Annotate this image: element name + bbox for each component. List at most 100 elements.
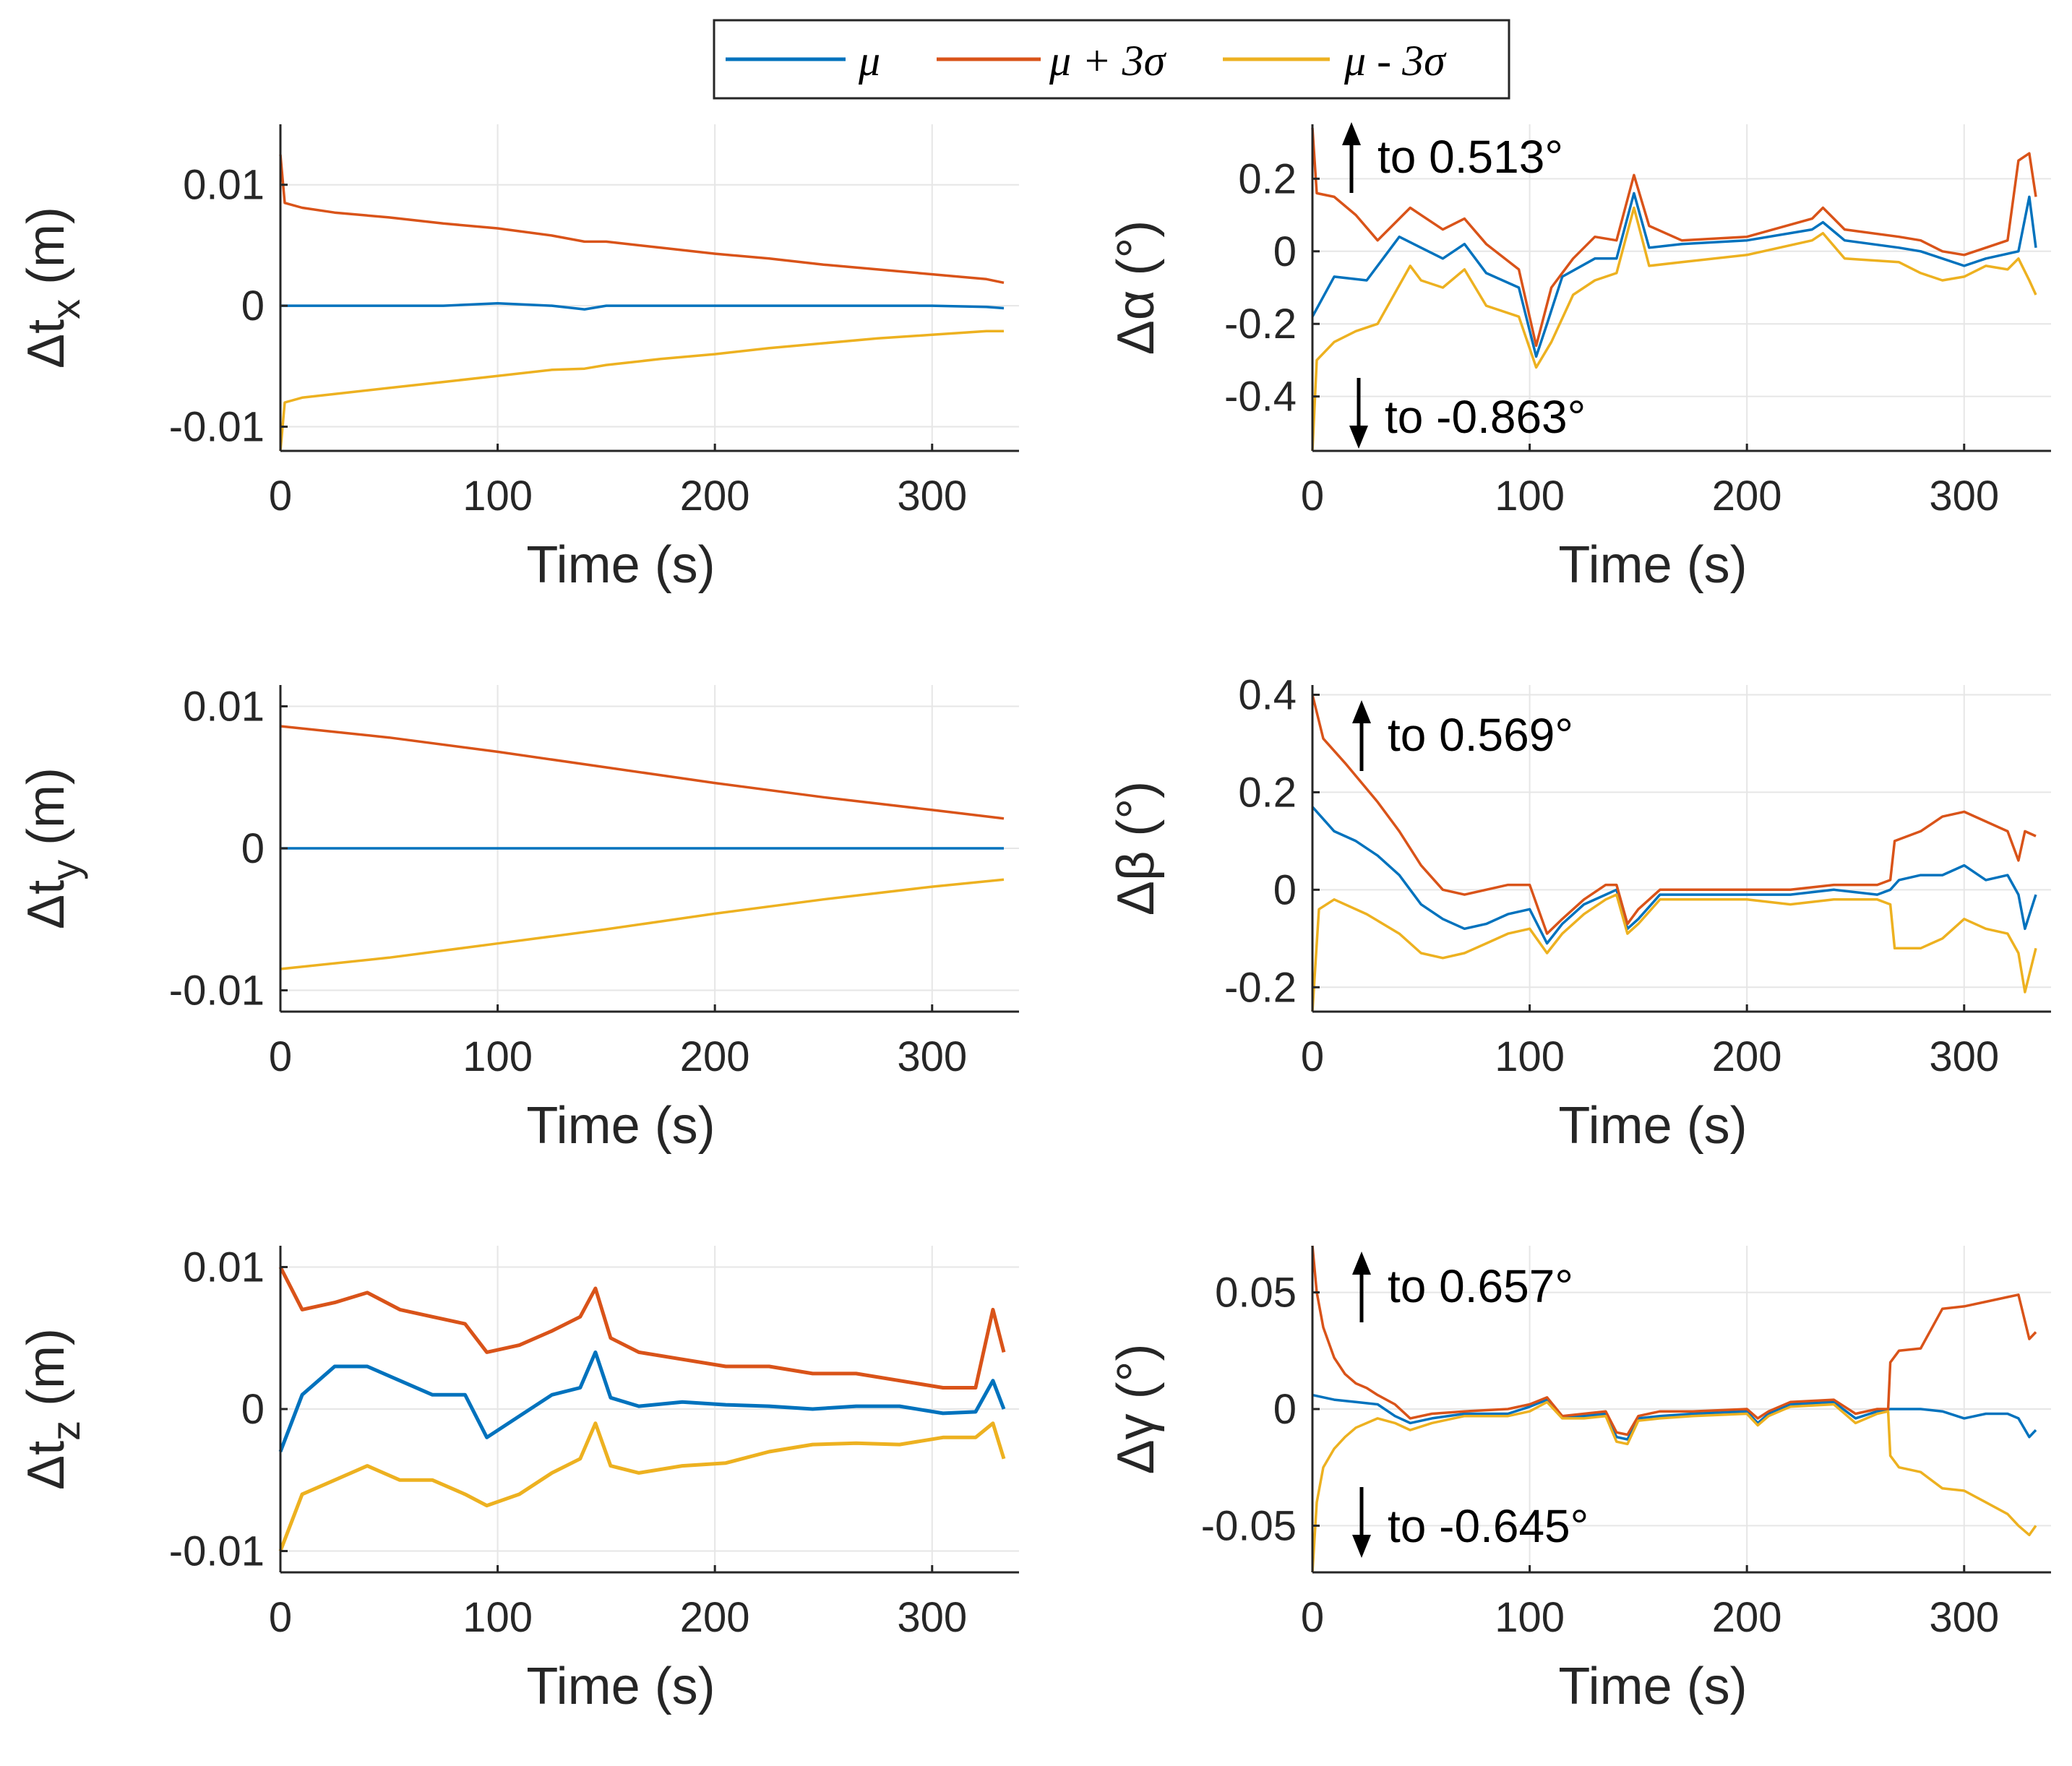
y-tick-label: -0.01 bbox=[169, 404, 265, 451]
series-line-mu-plus-3sigma bbox=[280, 725, 1005, 820]
series-line-mu bbox=[278, 1350, 1006, 1452]
x-axis-label: Time (s) bbox=[1558, 1658, 1747, 1715]
annotation-text: to 0.657° bbox=[1388, 1260, 1573, 1312]
annotation-up: to 0.569° bbox=[1352, 700, 1573, 771]
y-tick-label: 0.2 bbox=[1238, 155, 1297, 202]
series-line-mu-plus-3sigma bbox=[278, 1266, 1006, 1390]
annotation-text: to 0.569° bbox=[1388, 709, 1573, 761]
x-tick-label: 200 bbox=[1712, 473, 1782, 520]
series-line-mu bbox=[1312, 1393, 2037, 1441]
series-line-mu-minus-3sigma bbox=[280, 878, 1005, 970]
x-tick-label: 300 bbox=[897, 473, 967, 520]
legend-label-mu-minus: μ - 3σ bbox=[1344, 37, 1447, 85]
y-axis-label: Δty (m) bbox=[17, 767, 88, 929]
x-tick-label: 0 bbox=[269, 1594, 292, 1641]
y-tick-label: 0 bbox=[1273, 228, 1297, 275]
x-tick-label: 0 bbox=[269, 1033, 292, 1080]
x-axis-label: Time (s) bbox=[526, 1097, 715, 1155]
annotation-up: to 0.513° bbox=[1342, 122, 1563, 193]
series-line-mu-minus-3sigma bbox=[1311, 893, 2037, 1012]
x-tick-label: 0 bbox=[269, 473, 292, 520]
x-tick-label: 0 bbox=[1301, 1033, 1324, 1080]
annotation-text: to -0.645° bbox=[1388, 1500, 1589, 1552]
x-tick-label: 0 bbox=[1301, 1594, 1324, 1641]
series-line-mu-minus-3sigma bbox=[278, 1421, 1006, 1552]
y-tick-label: -0.2 bbox=[1224, 964, 1297, 1011]
x-tick-label: 300 bbox=[1929, 1594, 1999, 1641]
x-tick-label: 100 bbox=[1495, 1594, 1565, 1641]
x-tick-label: 200 bbox=[680, 1594, 750, 1641]
series-line-mu bbox=[1311, 806, 2037, 945]
x-tick-label: 200 bbox=[680, 1033, 750, 1080]
y-tick-label: 0.01 bbox=[183, 1244, 265, 1291]
arrow-head bbox=[1352, 700, 1371, 723]
arrow-head bbox=[1352, 1535, 1371, 1558]
x-tick-label: 100 bbox=[463, 473, 533, 520]
x-tick-label: 100 bbox=[1495, 473, 1565, 520]
arrow-head bbox=[1349, 426, 1368, 449]
y-tick-label: 0 bbox=[241, 283, 265, 329]
y-tick-label: 0.4 bbox=[1238, 671, 1297, 718]
y-tick-label: -0.2 bbox=[1224, 301, 1297, 348]
y-axis-label: Δα (°) bbox=[1107, 220, 1165, 355]
annotation-up: to 0.657° bbox=[1352, 1252, 1573, 1322]
y-tick-label: -0.4 bbox=[1224, 374, 1297, 421]
y-axis-label: Δtz (m) bbox=[17, 1328, 88, 1490]
x-tick-label: 200 bbox=[1712, 1033, 1782, 1080]
x-tick-label: 200 bbox=[1712, 1594, 1782, 1641]
legend-box bbox=[713, 19, 1510, 100]
annotation-text: to -0.863° bbox=[1385, 391, 1586, 443]
legend-label-mu-plus: μ + 3σ bbox=[1049, 37, 1167, 85]
x-tick-label: 100 bbox=[463, 1594, 533, 1641]
x-tick-label: 300 bbox=[1929, 1033, 1999, 1080]
x-axis-label: Time (s) bbox=[1558, 1097, 1747, 1155]
y-tick-label: 0.05 bbox=[1215, 1270, 1297, 1317]
y-tick-label: 0 bbox=[241, 1386, 265, 1433]
x-axis-label: Time (s) bbox=[526, 1658, 715, 1715]
y-tick-label: 0.2 bbox=[1238, 769, 1297, 816]
arrow-head bbox=[1342, 122, 1361, 145]
x-axis-label: Time (s) bbox=[1558, 536, 1747, 594]
y-tick-label: -0.01 bbox=[169, 968, 265, 1015]
y-tick-label: 0 bbox=[1273, 1386, 1297, 1433]
y-axis-label: Δβ (°) bbox=[1107, 781, 1165, 916]
x-tick-label: 300 bbox=[1929, 473, 1999, 520]
y-tick-label: 0.01 bbox=[183, 683, 265, 730]
x-tick-label: 300 bbox=[897, 1033, 967, 1080]
series-line-mu bbox=[280, 302, 1005, 311]
y-tick-label: -0.05 bbox=[1201, 1502, 1297, 1549]
legend-label-mu: μ bbox=[858, 37, 880, 85]
y-tick-label: -0.01 bbox=[169, 1528, 265, 1575]
annotation-down: to -0.645° bbox=[1352, 1487, 1589, 1558]
series-line-mu bbox=[1311, 191, 2037, 358]
x-axis-label: Time (s) bbox=[526, 536, 715, 594]
series-line-mu-minus-3sigma bbox=[1311, 1400, 2037, 1573]
y-axis-label: Δtx (m) bbox=[17, 207, 88, 369]
series-line-mu-plus-3sigma bbox=[1311, 127, 2037, 348]
x-tick-label: 100 bbox=[463, 1033, 533, 1080]
chart-panel-alpha: 0 100 200 300 -0.4 -0.2 0 0.2 Time (s) Δα (°) to 0… bbox=[1107, 122, 2051, 594]
x-tick-label: 300 bbox=[897, 1594, 967, 1641]
series-line-mu-plus-3sigma bbox=[1311, 694, 2037, 935]
x-tick-label: 200 bbox=[680, 473, 750, 520]
series-line-mu-minus-3sigma bbox=[279, 329, 1004, 452]
series-line-mu-plus-3sigma bbox=[1311, 1245, 2037, 1437]
y-tick-label: 0 bbox=[1273, 866, 1297, 913]
series-line-mu-minus-3sigma bbox=[1311, 206, 2037, 452]
annotation-down: to -0.863° bbox=[1349, 378, 1586, 449]
series-line-mu-plus-3sigma bbox=[279, 154, 1005, 285]
annotation-text: to 0.513° bbox=[1377, 131, 1563, 183]
y-axis-label: Δγ (°) bbox=[1107, 1344, 1165, 1475]
legend: μ μ + 3σ μ - 3σ bbox=[713, 19, 1510, 100]
arrow-head bbox=[1352, 1252, 1371, 1275]
y-tick-label: 0 bbox=[241, 825, 265, 872]
x-tick-label: 100 bbox=[1495, 1033, 1565, 1080]
x-tick-label: 0 bbox=[1301, 473, 1324, 520]
y-tick-label: 0.01 bbox=[183, 162, 265, 209]
